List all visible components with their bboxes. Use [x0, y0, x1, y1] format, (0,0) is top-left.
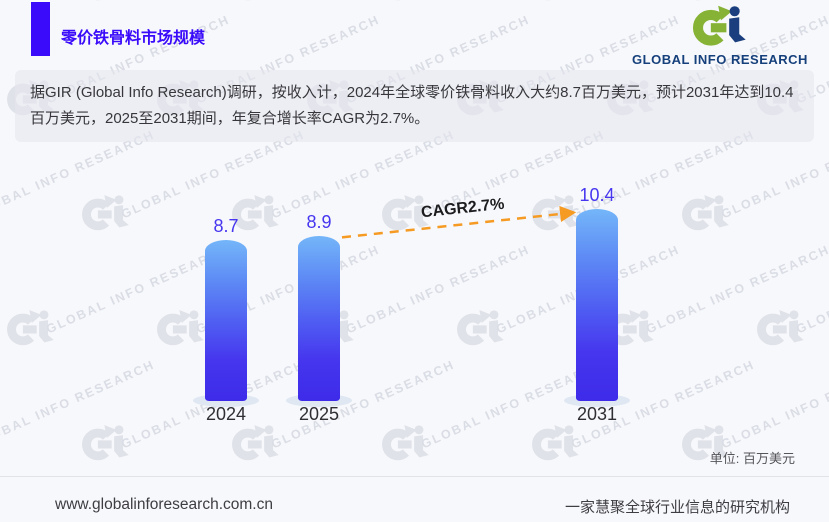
- title-accent-bar: [31, 2, 50, 56]
- bar-2024: [205, 240, 247, 401]
- bar-value-label-2025: 8.9: [306, 212, 332, 233]
- x-axis-label-2031: 2031: [576, 404, 618, 424]
- bar-value-label-2024: 8.7: [213, 216, 239, 237]
- gir-logo-text: GLOBAL INFO RESEARCH: [632, 52, 808, 67]
- x-axis-label-2025: 2025: [298, 404, 340, 424]
- gir-logo: GLOBAL INFO RESEARCH: [625, 3, 815, 67]
- footer-tagline: 一家慧聚全球行业信息的研究机构: [564, 499, 790, 516]
- bar-2031: [576, 208, 618, 401]
- summary-text: 据GIR (Global Info Research)调研，按收入计，2024年…: [30, 84, 794, 127]
- website-link[interactable]: www.globalinforesearch.com.cn: [55, 496, 273, 513]
- unit-label: 单位: 百万美元: [709, 451, 795, 466]
- gir-logo-mark-icon: [688, 3, 752, 47]
- x-axis-label-2024: 2024: [205, 404, 247, 424]
- bar-value-label-2031: 10.4: [579, 184, 615, 205]
- summary-box: 据GIR (Global Info Research)调研，按收入计，2024年…: [15, 70, 814, 142]
- page-title: 零价铁骨料市场规模: [61, 30, 206, 47]
- bar-2025: [298, 236, 340, 401]
- page-footer: www.globalinforesearch.com.cn 一家慧聚全球行业信息…: [0, 477, 829, 522]
- cagr-label: CAGR2.7%: [420, 195, 506, 222]
- footer-divider: [0, 476, 829, 477]
